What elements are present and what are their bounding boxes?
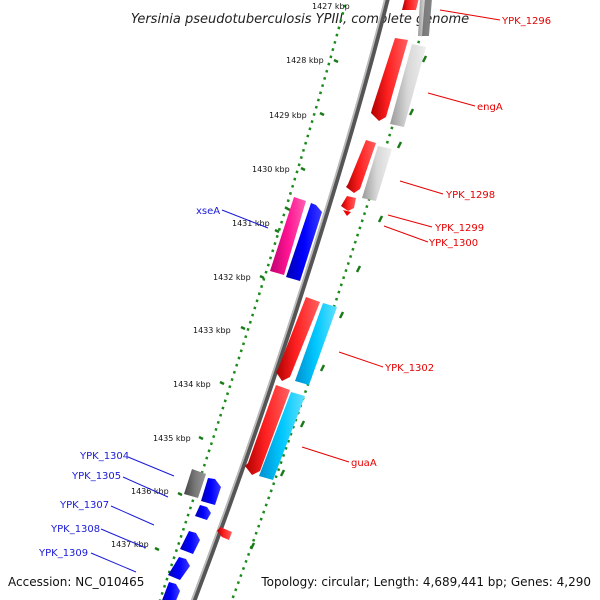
backbone-highlight: [190, 0, 386, 600]
gene-label-ypk1307[interactable]: YPK_1307: [59, 500, 109, 511]
feature-ypk1304-cog[interactable]: [184, 469, 206, 498]
feature-ypk1302-cds[interactable]: [276, 297, 320, 381]
feature-ypk1309-cds[interactable]: [168, 557, 190, 580]
feature-small-red-cds[interactable]: [217, 527, 232, 540]
topology-text: Topology: circular; Length: 4,689,441 bp…: [260, 575, 591, 589]
gene-label-ypk1308[interactable]: YPK_1308: [50, 524, 100, 535]
red-label-leaders: [301, 9, 501, 463]
tick-label-1433: 1433 kbp: [193, 326, 231, 335]
feature-enga-cog[interactable]: [390, 44, 426, 127]
inner-tick-marks: [154, 58, 339, 552]
gene-label-enga[interactable]: engA: [477, 102, 503, 113]
gene-label-ypk1309[interactable]: YPK_1309: [38, 548, 88, 559]
gene-label-ypk1304[interactable]: YPK_1304: [79, 451, 129, 462]
map-title: Yersinia pseudotuberculosis YPIII, compl…: [131, 12, 469, 27]
gene-label-xsea[interactable]: xseA: [196, 206, 220, 217]
feature-ypk1302-cog[interactable]: [295, 303, 337, 385]
feature-guaa-cog[interactable]: [259, 392, 305, 480]
tick-label-1436: 1436 kbp: [131, 487, 169, 496]
feature-ypk1305-cds[interactable]: [201, 478, 221, 505]
tick-label-1434: 1434 kbp: [173, 380, 211, 389]
tick-label-1428: 1428 kbp: [286, 56, 324, 65]
feature-enga-cds[interactable]: [371, 38, 408, 121]
tick-label-1429: 1429 kbp: [269, 111, 307, 120]
feature-ypk1296-dark[interactable]: [422, 0, 432, 36]
feature-ypk1298-cog[interactable]: [362, 146, 392, 201]
feature-ypk1296-cds[interactable]: [402, 0, 419, 10]
gene-label-ypk1300[interactable]: YPK_1300: [428, 238, 478, 249]
outer-scale-dotted-line: [230, 4, 432, 600]
backbone-line: [190, 0, 390, 600]
tick-label-1431: 1431 kbp: [232, 219, 270, 228]
gene-label-ypk1296[interactable]: YPK_1296: [501, 16, 551, 27]
feature-guaa-cds[interactable]: [245, 385, 290, 475]
feature-ypk1308-cds[interactable]: [180, 531, 200, 554]
feature-xsea-cog[interactable]: [270, 197, 306, 275]
feature-ypk1307-cds[interactable]: [195, 505, 211, 520]
inner-scale-dotted-line: [158, 4, 347, 600]
blue-label-leaders: [90, 209, 269, 573]
tick-label-1427: 1427 kbp: [312, 2, 350, 11]
gene-label-ypk1302[interactable]: YPK_1302: [384, 363, 434, 374]
accession-text: Accession: NC_010465: [8, 575, 144, 589]
gene-label-ypk1305[interactable]: YPK_1305: [71, 471, 121, 482]
feature-ypk1300-cds[interactable]: [343, 210, 351, 216]
tick-label-1437: 1437 kbp: [111, 540, 149, 549]
feature-ypk1299-cds[interactable]: [341, 196, 356, 211]
feature-ypk1298-cds[interactable]: [346, 140, 376, 193]
tick-label-1430: 1430 kbp: [252, 165, 290, 174]
outer-tick-marks: [249, 55, 428, 550]
feature-bottom-cds[interactable]: [161, 582, 180, 600]
feature-xsea-cds[interactable]: [286, 203, 322, 281]
gene-label-ypk1298[interactable]: YPK_1298: [445, 190, 495, 201]
tick-label-1432: 1432 kbp: [213, 273, 251, 282]
tick-label-1435: 1435 kbp: [153, 434, 191, 443]
gene-label-guaa[interactable]: guaA: [351, 458, 377, 469]
gene-label-ypk1299[interactable]: YPK_1299: [434, 223, 484, 234]
